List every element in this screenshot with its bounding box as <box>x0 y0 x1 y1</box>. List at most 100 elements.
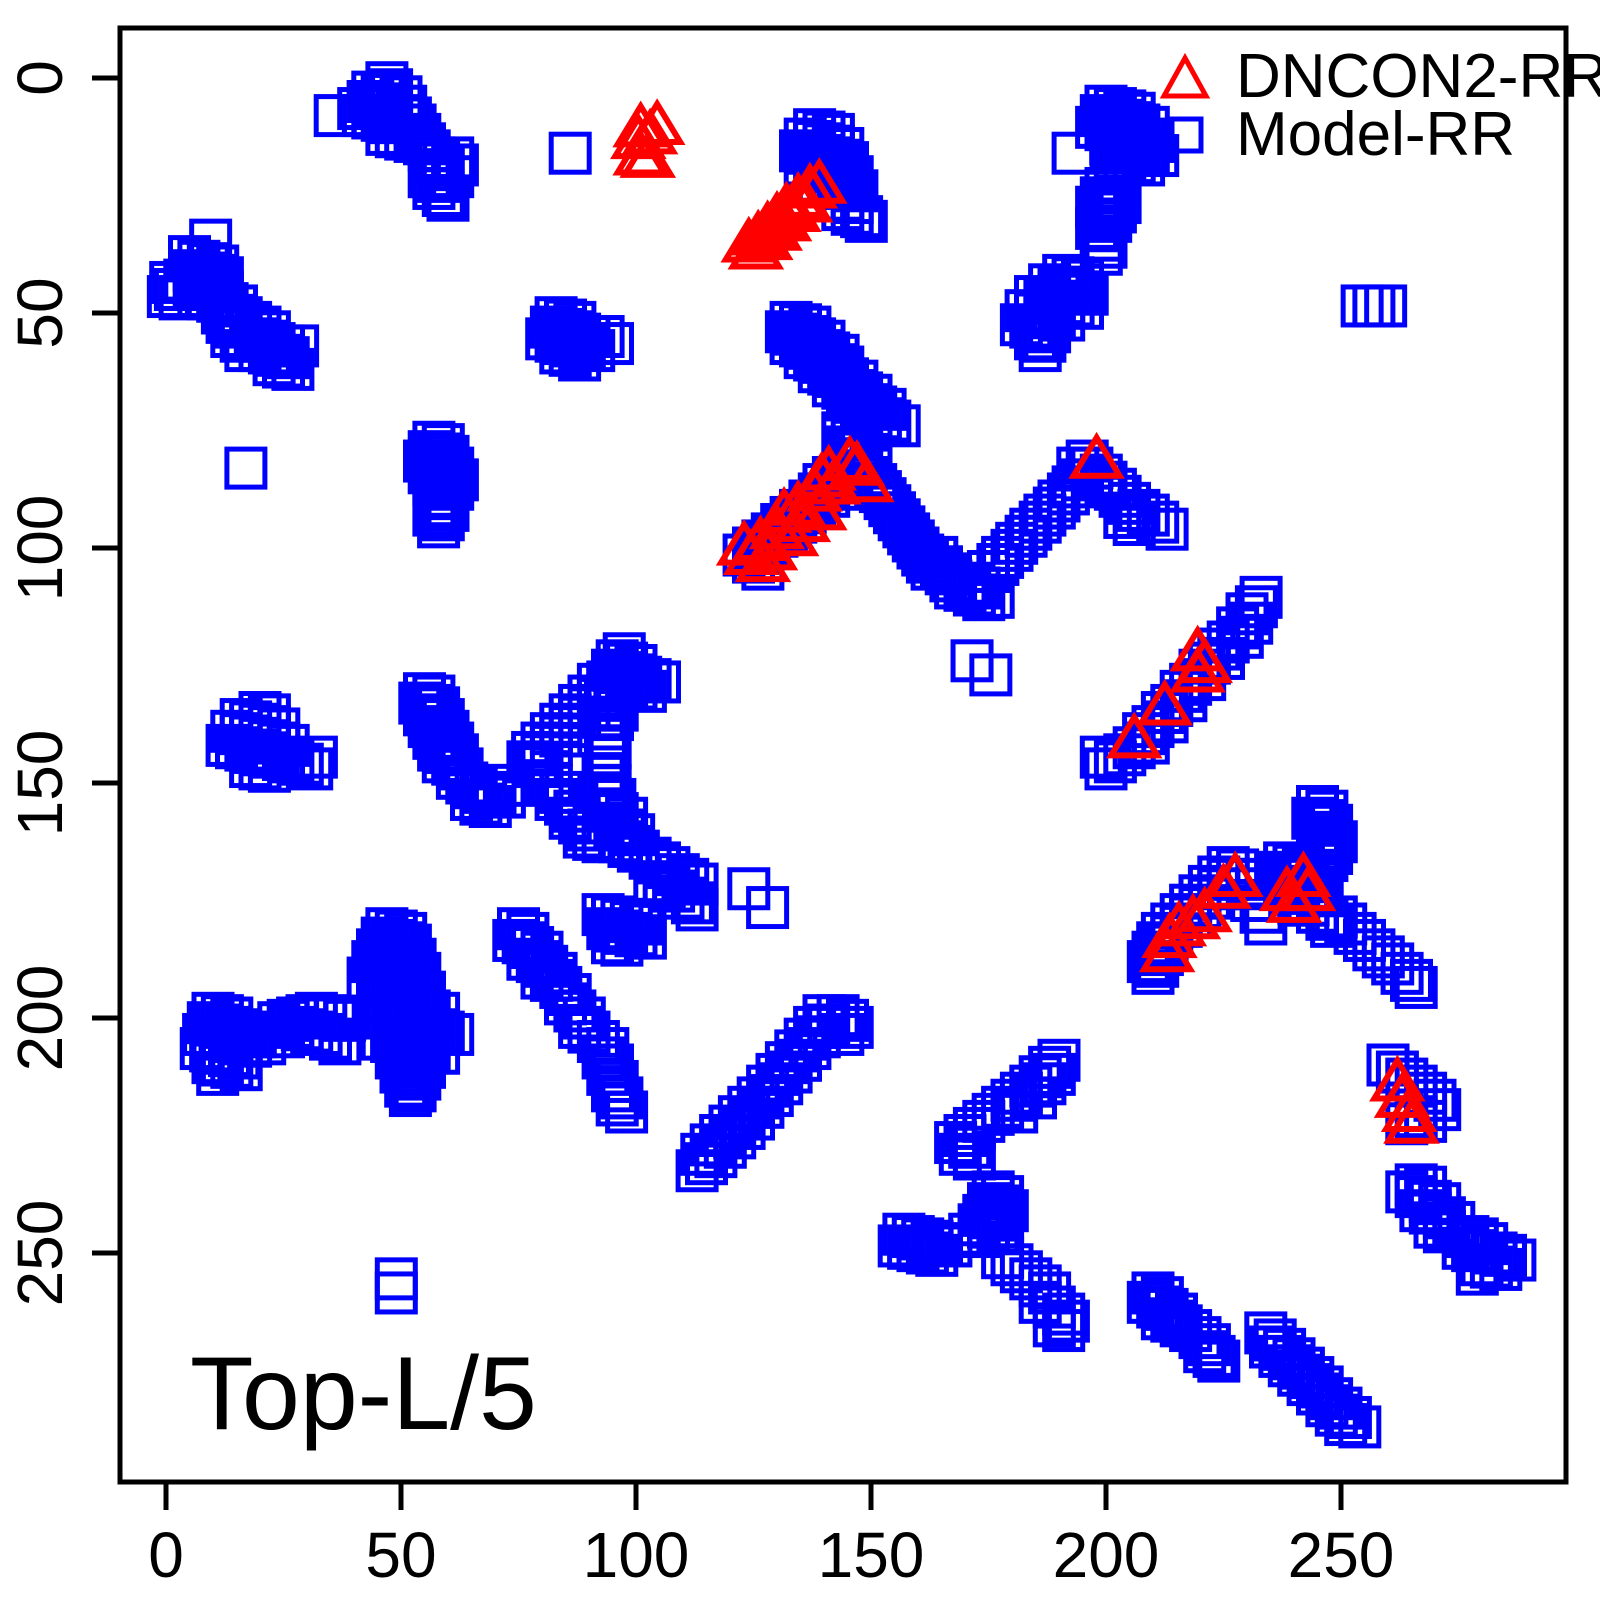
model-rr-marker <box>1046 1299 1090 1343</box>
dncon2-rr-marker <box>1369 1054 1426 1102</box>
model-rr-marker <box>840 195 884 239</box>
model-rr-marker <box>826 998 869 1042</box>
model-rr-marker <box>337 87 381 131</box>
dncon2-rr-marker <box>1141 911 1198 959</box>
model-rr-marker <box>1122 143 1166 187</box>
model-rr-marker <box>567 808 611 852</box>
dncon2-rr-marker <box>774 495 832 543</box>
model-rr-marker <box>675 888 719 932</box>
plot-annotation: Top-L/5 <box>190 1336 537 1452</box>
dncon2-rr-marker <box>734 535 792 583</box>
model-rr-marker <box>1352 284 1396 328</box>
model-rr-marker <box>1390 958 1433 1002</box>
model-rr-marker <box>581 820 625 864</box>
model-rr-marker <box>600 1076 644 1120</box>
model-rr-marker <box>1145 507 1189 551</box>
model-rr-marker <box>1340 284 1384 328</box>
dncon2-rr-marker <box>821 434 879 482</box>
model-rr-marker <box>1310 803 1354 847</box>
model-rr-marker <box>196 1052 240 1096</box>
dncon2-rr-marker <box>619 131 677 178</box>
dncon2-rr-marker <box>1068 431 1125 479</box>
dncon2-rr-marker <box>1265 876 1323 923</box>
model-rr-marker <box>1065 272 1109 316</box>
dncon2-rr-marker <box>765 185 822 232</box>
dncon2-rr-marker <box>1164 892 1222 940</box>
x-tick-label: 200 <box>1053 1519 1160 1591</box>
model-rr-marker <box>1018 329 1062 373</box>
model-rr-marker <box>746 886 790 930</box>
y-tick-label: 50 <box>4 277 76 348</box>
dncon2-rr-marker <box>769 171 827 218</box>
model-rr-marker <box>995 1090 1039 1134</box>
model-rr-marker <box>969 653 1013 697</box>
model-rr-marker <box>1380 951 1424 995</box>
model-rr-marker <box>1103 495 1147 539</box>
model-rr-marker <box>595 1059 639 1103</box>
y-tick-label: 200 <box>4 965 76 1072</box>
model-rr-marker <box>605 1090 649 1134</box>
model-rr-marker <box>426 178 470 222</box>
legend: DNCON2-RR Model-RR <box>1150 46 1600 166</box>
model-rr-marker <box>417 505 461 549</box>
x-tick-label: 150 <box>818 1519 925 1591</box>
model-rr-marker <box>1084 747 1128 791</box>
dncon2-rr-marker <box>790 156 848 204</box>
model-rr-marker <box>262 1015 305 1059</box>
model-rr-marker <box>1192 1334 1236 1378</box>
model-rr-marker <box>1023 319 1067 363</box>
model-rr-marker <box>1183 1330 1227 1374</box>
x-tick-label: 0 <box>148 1519 184 1591</box>
model-rr-marker <box>1155 1292 1198 1336</box>
model-rr-marker <box>384 1064 428 1108</box>
model-rr-marker <box>548 131 592 175</box>
model-rr-marker <box>1338 1405 1382 1449</box>
y-tick-label: 250 <box>4 1200 76 1307</box>
model-rr-marker <box>1112 503 1156 546</box>
model-rr-marker <box>1136 134 1180 178</box>
model-rr-marker <box>309 1017 352 1061</box>
model-rr-marker <box>247 749 291 793</box>
model-rr-marker <box>290 747 334 791</box>
model-rr-marker <box>271 347 315 391</box>
dncon2-rr-marker <box>1195 861 1252 909</box>
model-rr-marker <box>398 1057 442 1101</box>
model-rr-marker <box>266 336 310 380</box>
plot-border <box>117 25 1569 1485</box>
model-rr-marker <box>638 660 681 704</box>
model-rr-marker <box>374 1271 418 1315</box>
y-tick-label: 150 <box>4 730 76 837</box>
model-rr-marker <box>1187 1323 1231 1367</box>
model-rr-marker <box>1084 225 1128 269</box>
y-tick-label: 0 <box>4 60 76 96</box>
model-rr-marker <box>1126 940 1170 984</box>
model-rr-marker <box>1328 1396 1372 1439</box>
model-rr-marker <box>280 742 324 786</box>
model-rr-marker <box>374 1257 418 1301</box>
model-rr-marker <box>670 881 714 925</box>
model-rr-marker <box>431 155 475 199</box>
dncon2-rr-marker <box>1383 1096 1440 1144</box>
model-rr-marker <box>863 387 907 431</box>
model-rr-marker <box>1305 815 1349 859</box>
dncon2-rr-marker <box>1380 1085 1438 1132</box>
model-rr-marker <box>830 1005 874 1049</box>
model-rr-marker <box>929 1224 973 1268</box>
model-rr-marker <box>661 876 705 920</box>
model-rr-marker <box>426 488 470 532</box>
model-rr-marker <box>294 735 338 779</box>
dncon2-rr-marker <box>837 455 895 503</box>
model-rr-marker <box>412 493 456 537</box>
model-rr-marker <box>1136 500 1180 544</box>
model-rr-marker <box>595 1083 639 1127</box>
model-rr-marker <box>948 1125 992 1169</box>
model-rr-marker <box>1479 1247 1523 1291</box>
dncon2-rr-marker <box>1136 678 1194 726</box>
model-rr-marker <box>388 1074 432 1118</box>
dncon2-rr-marker <box>781 161 839 209</box>
model-rr-marker <box>581 315 625 358</box>
model-rr-marker <box>1051 131 1095 175</box>
model-rr-marker <box>318 1022 362 1066</box>
